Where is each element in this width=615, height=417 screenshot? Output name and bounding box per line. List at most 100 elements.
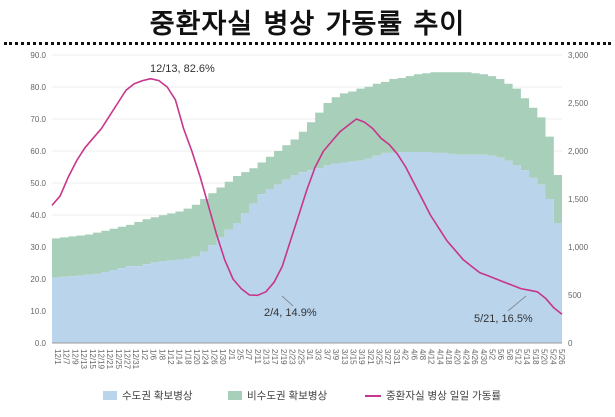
- x-tick-label: 12/9: [70, 349, 79, 365]
- left-tick-label: 80.0: [30, 83, 46, 92]
- x-tick-label: 2/23: [288, 349, 297, 365]
- x-tick-label: 2/17: [270, 349, 279, 365]
- annotation-recent: 5/21, 16.5%: [474, 313, 533, 325]
- x-tick-label: 3/9: [331, 349, 340, 361]
- x-tick-label: 2/13: [262, 349, 271, 365]
- x-tick-label: 3/3: [314, 349, 323, 361]
- x-tick-label: 2/7: [244, 349, 253, 361]
- x-tick-label: 1/8: [157, 349, 166, 361]
- x-tick-label: 1/6: [149, 349, 158, 361]
- x-tick-label: 2/25: [296, 349, 305, 365]
- x-tick-label: 5/2: [488, 349, 497, 361]
- line-series: [51, 77, 563, 315]
- x-tick-label: 5/20: [540, 349, 549, 365]
- x-tick-label: 3/7: [322, 349, 331, 361]
- right-tick-label: 3,000: [568, 51, 589, 60]
- area-series: [52, 72, 562, 343]
- area-metro-beds: [52, 152, 562, 343]
- right-tick-label: 2,500: [568, 99, 589, 108]
- right-tick-label: 2,000: [568, 147, 589, 156]
- right-tick-label: 1,500: [568, 195, 589, 204]
- x-tick-label: 4/2: [401, 349, 410, 361]
- annotation-peak: 12/13, 82.6%: [150, 63, 215, 75]
- x-tick-label: 1/30: [218, 349, 227, 365]
- x-tick-label: 4/14: [435, 349, 444, 365]
- x-tick-label: 12/7: [62, 349, 71, 365]
- left-tick-label: 20.0: [30, 275, 46, 284]
- x-tick-label: 12/19: [96, 349, 105, 370]
- left-tick-label: 90.0: [30, 51, 46, 60]
- x-tick-label: 3/27: [383, 349, 392, 365]
- x-tick-label: 4/20: [453, 349, 462, 365]
- x-tick-label: 12/21: [105, 349, 114, 370]
- x-tick-label: 4/30: [479, 349, 488, 365]
- x-tick-label: 3/13: [340, 349, 349, 365]
- right-tick-label: 0: [568, 339, 573, 348]
- left-tick-label: 10.0: [30, 307, 46, 316]
- x-tick-label: 1/18: [183, 349, 192, 365]
- line-icu-occupancy-rate: [51, 77, 563, 315]
- x-tick-label: 5/14: [522, 349, 531, 365]
- x-tick-label: 3/21: [366, 349, 375, 365]
- x-tick-label: 2/1: [227, 349, 236, 361]
- area-nonmetro-beds: [52, 72, 562, 278]
- x-tick-label: 4/18: [444, 349, 453, 365]
- x-tick-label: 2/5: [236, 349, 245, 361]
- x-tick-label: 4/8: [418, 349, 427, 361]
- left-tick-label: 50.0: [30, 179, 46, 188]
- x-tick-label: 4/6: [409, 349, 418, 361]
- annotation-recent-leader: [507, 295, 527, 312]
- x-tick-label: 5/18: [531, 349, 540, 365]
- x-tick-label: 2/11: [253, 349, 262, 365]
- x-tick-label: 12/1: [53, 349, 62, 365]
- x-tick-label: 12/15: [88, 349, 97, 370]
- annotation-low: 2/4, 14.9%: [264, 307, 317, 319]
- x-tick-label: 4/24: [461, 349, 470, 365]
- x-tick-label: 5/26: [557, 349, 566, 365]
- x-tick-label: 12/25: [114, 349, 123, 370]
- x-tick-label: 12/13: [79, 349, 88, 370]
- legend-label-nonmetro: 비수도권 확보병상: [247, 390, 328, 402]
- x-tick-label: 1/12: [166, 349, 175, 365]
- left-tick-label: 60.0: [30, 147, 46, 156]
- axis-ticks: 0.0 10.0 20.0 30.0 40.0 50.0 60.0 70.0 80.0 90.0 0…: [30, 51, 588, 370]
- title-divider: [4, 42, 611, 45]
- x-tick-label: 1/20: [192, 349, 201, 365]
- x-tick-label: 5/6: [496, 349, 505, 361]
- legend-swatch-metro: [103, 391, 117, 400]
- x-tick-label: 3/25: [375, 349, 384, 365]
- left-tick-label: 70.0: [30, 115, 46, 124]
- annotation-low-leader: [281, 295, 294, 307]
- x-tick-label: 2/19: [279, 349, 288, 365]
- legend-item-rate: 중환자실 병상 일일 가동률: [365, 388, 501, 403]
- legend-swatch-rate: [365, 394, 381, 397]
- left-tick-label: 40.0: [30, 211, 46, 220]
- right-tick-label: 500: [568, 291, 582, 300]
- x-tick-label: 1/24: [201, 349, 210, 365]
- x-tick-label: 3/15: [348, 349, 357, 365]
- x-tick-label: 4/12: [427, 349, 436, 365]
- annotations: 12/13, 82.6% 2/4, 14.9% 5/21, 16.5%: [150, 63, 533, 325]
- chart: 0.0 10.0 20.0 30.0 40.0 50.0 60.0 70.0 80.0 90.0 0…: [30, 51, 588, 370]
- legend-label-metro: 수도권 확보병상: [122, 390, 193, 402]
- legend-item-nonmetro: 비수도권 확보병상: [228, 388, 327, 403]
- x-tick-label: 3/19: [357, 349, 366, 365]
- legend-swatch-nonmetro: [228, 391, 242, 400]
- x-tick-label: 1/14: [175, 349, 184, 365]
- x-tick-label: 5/8: [505, 349, 514, 361]
- x-tick-label: 5/12: [514, 349, 523, 365]
- chart-title: 중환자실 병상 가동률 추이: [149, 9, 466, 40]
- x-tick-label: 5/24: [548, 349, 557, 365]
- x-tick-label: 4/26: [470, 349, 479, 365]
- legend-label-rate: 중환자실 병상 일일 가동률: [386, 390, 502, 402]
- x-tick-label: 3/1: [305, 349, 314, 361]
- right-tick-label: 1,000: [568, 243, 589, 252]
- x-tick-label: 3/31: [392, 349, 401, 365]
- left-tick-label: 30.0: [30, 243, 46, 252]
- legend-item-metro: 수도권 확보병상: [103, 388, 193, 403]
- x-tick-label: 12/31: [131, 349, 140, 370]
- x-tick-label: 12/27: [123, 349, 132, 370]
- x-tick-label: 1/26: [209, 349, 218, 365]
- x-tick-label: 1/2: [140, 349, 149, 361]
- left-tick-label: 0.0: [35, 339, 47, 348]
